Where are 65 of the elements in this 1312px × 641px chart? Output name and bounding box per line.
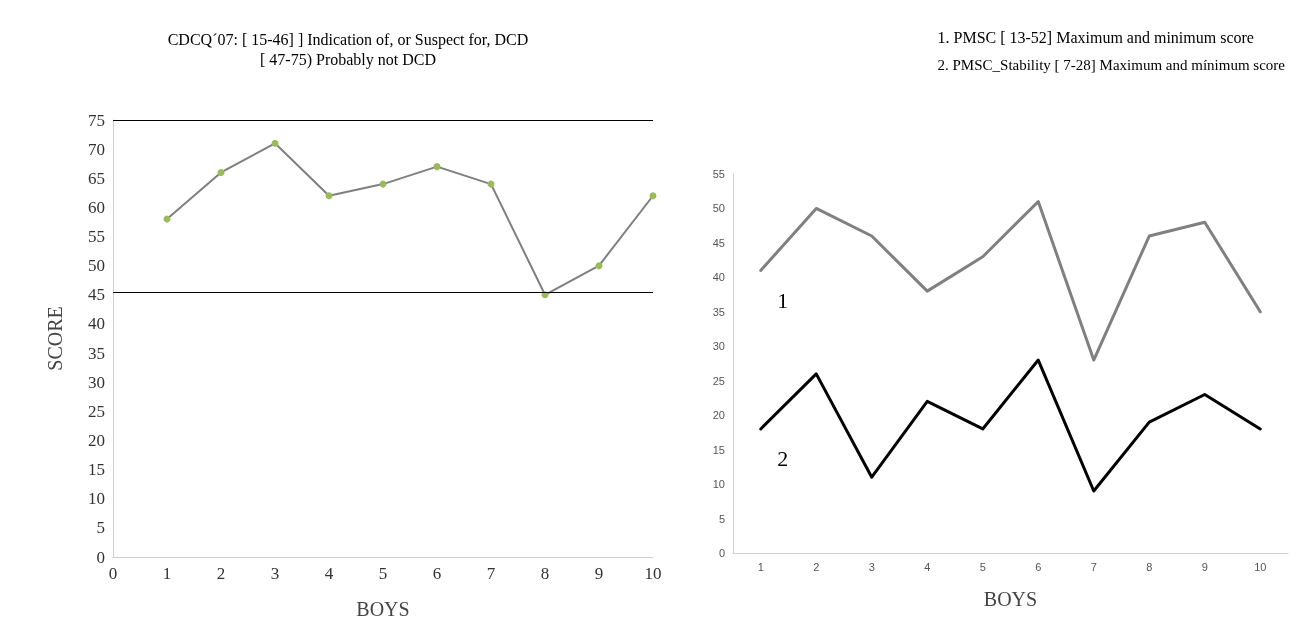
y-tick-label: 10: [712, 478, 725, 491]
chart-title: CDCQ´07: [ 15-46] ] Indication of, or Suspect for, DCD: [167, 30, 529, 49]
series-label: 1: [777, 287, 789, 313]
x-tick-label: 2: [813, 560, 820, 573]
y-tick-label: 40: [712, 271, 725, 284]
chart-subtitle: 2. PMSC_Stability [ 7-28] Maximum and mínimum score: [937, 56, 1286, 73]
y-tick-label: 45: [88, 285, 105, 305]
x-tick-label: 7: [1090, 560, 1097, 573]
y-tick-label: 35: [712, 305, 725, 318]
point: [271, 139, 279, 147]
y-tick-label: 50: [88, 256, 105, 276]
y-tick-label: 20: [712, 409, 725, 422]
x-tick-label: 10: [1254, 560, 1267, 573]
x-tick-label: 1: [162, 564, 172, 583]
x-tick-label: 3: [270, 564, 280, 583]
y-tick-label: 30: [88, 372, 105, 392]
y-tick-label: 20: [88, 430, 105, 450]
point: [595, 262, 603, 270]
y-tick-label: 15: [712, 443, 725, 456]
line-series: [759, 200, 1262, 362]
x-tick-label: 5: [378, 564, 388, 583]
y-tick-label: 55: [712, 168, 725, 180]
x-tick-label: 6: [432, 564, 442, 583]
y-tick-label: 0: [718, 547, 725, 559]
point: [325, 192, 333, 200]
x-tick-label: 4: [324, 564, 334, 583]
point: [433, 163, 441, 171]
series-label: 2: [777, 446, 789, 472]
y-tick-label: 15: [88, 460, 105, 480]
y-tick-label: 30: [712, 340, 725, 353]
y-tick-label: 55: [88, 227, 105, 247]
x-tick-label: 8: [1146, 560, 1153, 573]
x-tick-label: 9: [594, 564, 604, 583]
y-tick-label: 5: [96, 518, 105, 538]
y-tick-label: 25: [712, 374, 725, 387]
x-tick-label: 5: [979, 560, 986, 573]
line-series: [759, 358, 1262, 493]
y-axis-title: SCORE: [44, 306, 66, 371]
x-tick-label: 4: [924, 560, 931, 573]
y-tick-label: 40: [88, 314, 105, 334]
y-tick-label: 70: [88, 139, 105, 159]
x-tick-label: 0: [108, 564, 118, 583]
y-tick-label: 60: [88, 197, 105, 217]
y-tick-label: 35: [88, 343, 105, 363]
chart-subtitle: [ 47-75) Probably not DCD: [260, 50, 436, 69]
y-tick-label: 75: [88, 110, 105, 130]
point: [217, 168, 225, 176]
y-tick-label: 50: [712, 202, 725, 215]
y-tick-label: 45: [712, 236, 725, 249]
y-tick-label: 10: [88, 489, 105, 509]
chart-title: 1. PMSC [ 13-52] Maximum and minimum score: [937, 28, 1254, 46]
x-tick-label: 8: [540, 564, 550, 583]
x-tick-label: 3: [868, 560, 875, 573]
x-tick-label: 1: [757, 560, 764, 573]
y-tick-label: 5: [718, 512, 725, 525]
x-tick-label: 9: [1201, 560, 1208, 573]
y-tick-label: 65: [88, 168, 105, 188]
point: [649, 192, 657, 200]
x-axis-title: BOYS: [356, 598, 410, 620]
y-tick-label: 25: [88, 401, 105, 421]
x-tick-label: 7: [486, 564, 496, 583]
x-tick-label: 2: [216, 564, 226, 583]
x-tick-label: 6: [1035, 560, 1042, 573]
x-tick-label: 10: [644, 564, 662, 583]
x-axis-title: BOYS: [983, 588, 1038, 610]
